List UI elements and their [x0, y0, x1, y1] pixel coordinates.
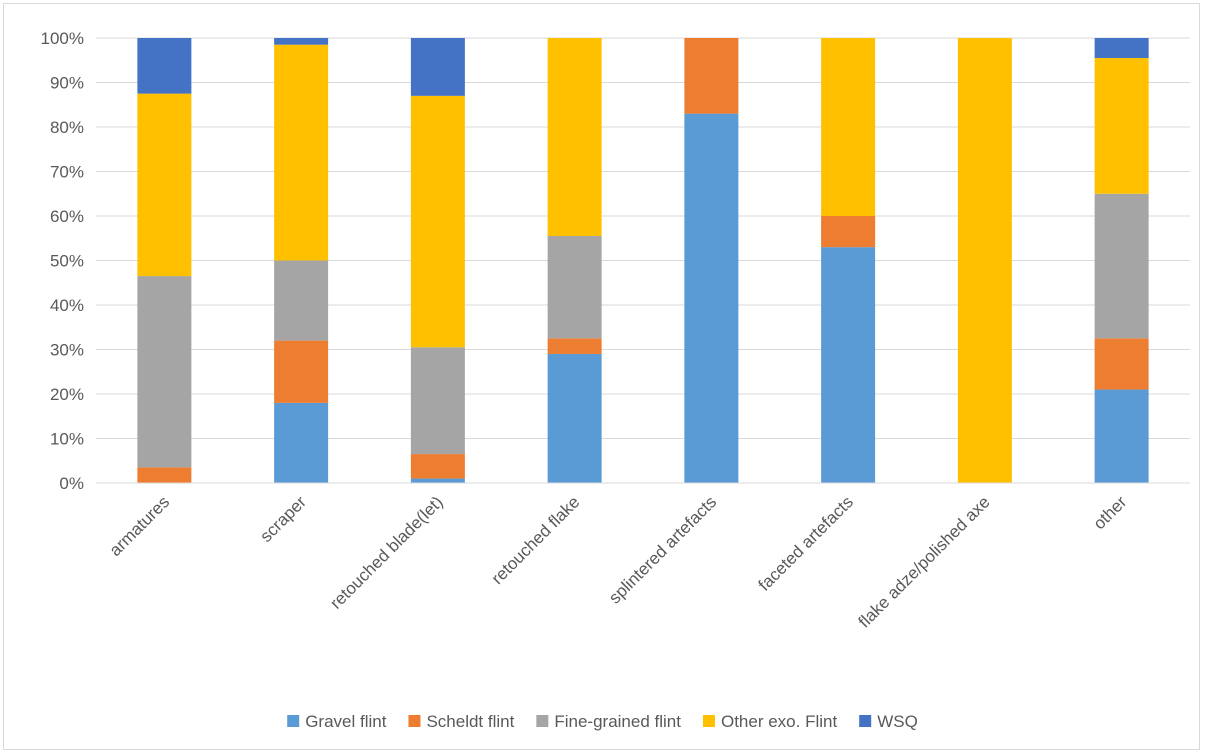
y-tick-label: 80% — [50, 118, 84, 137]
x-category-label: armatures — [106, 492, 174, 560]
bar-segment-scheldt-flint — [547, 338, 602, 354]
x-category-label: retouched flake — [488, 492, 584, 588]
bar-segment-scheldt-flint — [137, 467, 192, 483]
bar-segment-wsq — [274, 38, 329, 45]
legend-label: Other exo. Flint — [721, 712, 837, 731]
bar-segment-other-exo-flint — [547, 38, 602, 237]
x-category-label: other — [1090, 492, 1131, 533]
x-axis-categories: armatures scraper retouched blade(let) reto… — [106, 492, 1131, 631]
bar-segment-other-exo-flint — [1094, 58, 1149, 194]
bar-segment-fine-grained-flint — [410, 347, 465, 455]
bar-segment-other-exo-flint — [410, 95, 465, 348]
bar-segment-other-exo-flint — [274, 44, 329, 261]
x-category-label: faceted artefacts — [755, 492, 857, 594]
bar-segment-gravel-flint — [274, 402, 329, 483]
bar-segment-gravel-flint — [410, 478, 465, 483]
x-category-label: scraper — [256, 492, 310, 546]
legend-swatch — [536, 715, 549, 727]
y-tick-label: 50% — [50, 252, 84, 271]
y-tick-label: 20% — [50, 385, 84, 404]
x-category-label: retouched blade(let) — [326, 492, 446, 612]
legend-swatch — [702, 715, 715, 727]
bar-segment-scheldt-flint — [274, 340, 329, 403]
legend-label: WSQ — [877, 712, 918, 731]
bar-segment-scheldt-flint — [1094, 338, 1149, 390]
bar-segment-wsq — [410, 38, 465, 96]
bar-segment-other-exo-flint — [821, 38, 876, 216]
legend-swatch — [287, 715, 300, 727]
bar-segment-scheldt-flint — [684, 38, 739, 114]
bar-segment-fine-grained-flint — [1094, 193, 1149, 339]
x-category-label: flake adze/polished axe — [855, 492, 994, 631]
bar-segment-other-exo-flint — [137, 93, 192, 277]
bar-segment-other-exo-flint — [957, 38, 1012, 483]
bar-segment-gravel-flint — [1094, 389, 1149, 483]
y-tick-label: 40% — [50, 296, 84, 315]
y-tick-label: 0% — [59, 474, 84, 493]
bar-segment-fine-grained-flint — [137, 276, 192, 468]
legend: Gravel flint Scheldt flint Fine-grained fl… — [287, 712, 918, 731]
y-tick-label: 10% — [50, 430, 84, 449]
y-tick-label: 70% — [50, 163, 84, 182]
legend-label: Gravel flint — [305, 712, 387, 731]
bar-segment-scheldt-flint — [410, 454, 465, 479]
bar-segment-gravel-flint — [821, 247, 876, 483]
bar-segment-gravel-flint — [547, 353, 602, 483]
bars — [137, 38, 1149, 484]
bar-segment-fine-grained-flint — [547, 236, 602, 339]
legend-swatch — [859, 715, 872, 727]
legend-swatch — [408, 715, 421, 727]
y-tick-label: 90% — [50, 74, 84, 93]
y-tick-label: 30% — [50, 341, 84, 360]
bar-segment-fine-grained-flint — [274, 260, 329, 341]
bar-segment-scheldt-flint — [821, 216, 876, 248]
legend-label: Fine-grained flint — [554, 712, 681, 731]
bar-segment-wsq — [1094, 38, 1149, 59]
gridlines — [96, 37, 1190, 484]
x-category-label: splintered artefacts — [605, 492, 720, 607]
bar-segment-wsq — [137, 38, 192, 94]
bar-segment-gravel-flint — [684, 113, 739, 484]
y-tick-label: 100% — [41, 29, 84, 48]
legend-label: Scheldt flint — [426, 712, 514, 731]
y-axis-ticks: 0% 10% 20% 30% 40% 50% 60% 70% 80% 90% 100% — [41, 29, 84, 493]
y-tick-label: 60% — [50, 207, 84, 226]
